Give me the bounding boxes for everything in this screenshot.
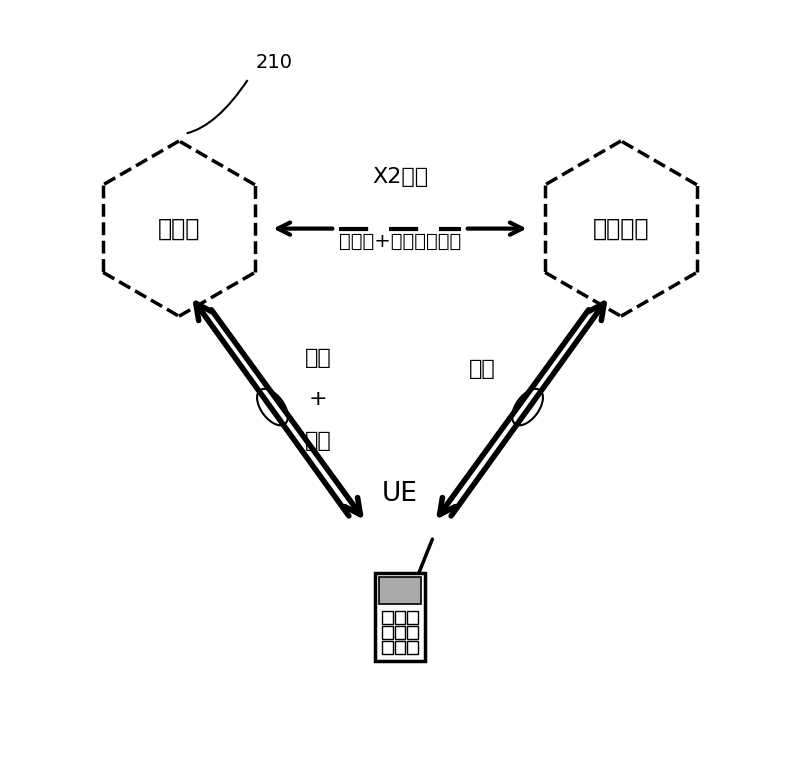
Text: 210: 210 <box>255 53 292 72</box>
Bar <box>395 611 405 624</box>
Bar <box>379 578 421 604</box>
Text: UE: UE <box>382 481 418 507</box>
Bar <box>407 641 418 654</box>
Bar <box>382 626 393 639</box>
Text: 锁小区: 锁小区 <box>158 216 200 241</box>
Text: 数据: 数据 <box>469 359 495 379</box>
Bar <box>395 626 405 639</box>
Bar <box>407 611 418 624</box>
Bar <box>407 626 418 639</box>
Text: 控制: 控制 <box>305 431 331 451</box>
Bar <box>382 611 393 624</box>
FancyBboxPatch shape <box>375 574 425 661</box>
Text: X2接口: X2接口 <box>372 167 428 187</box>
Bar <box>395 641 405 654</box>
Bar <box>382 641 393 654</box>
Text: +: + <box>309 389 327 409</box>
Text: 数据: 数据 <box>305 347 331 367</box>
Text: 辅助小区: 辅助小区 <box>593 216 650 241</box>
Text: （控制+可能的数据）: （控制+可能的数据） <box>339 232 461 251</box>
